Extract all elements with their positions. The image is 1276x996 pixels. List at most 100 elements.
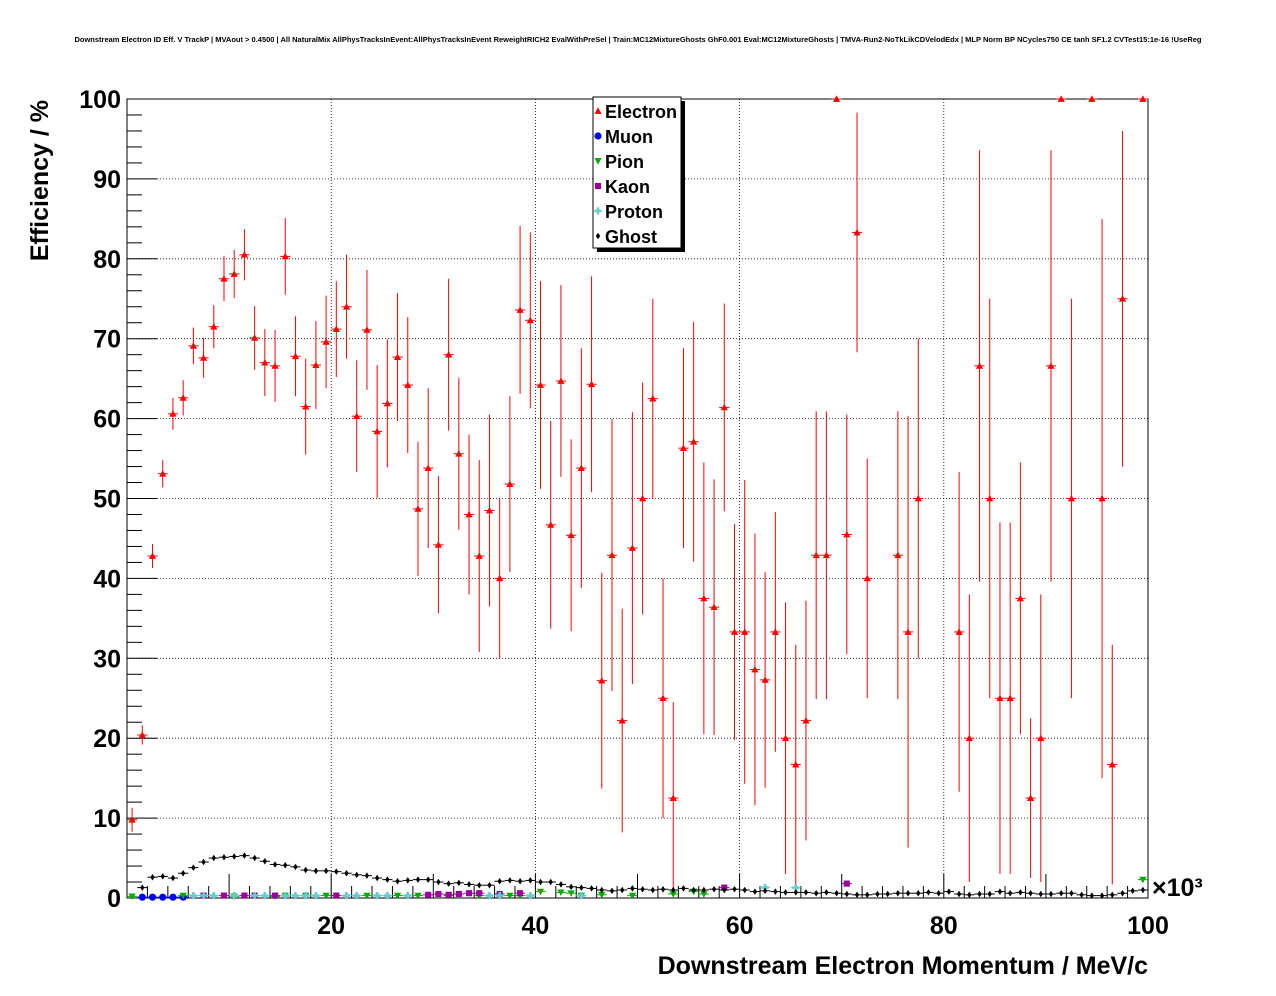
proton-marker [261, 892, 269, 900]
pion-point [320, 892, 332, 900]
ghost-marker [1120, 889, 1125, 897]
electron-point [984, 298, 995, 699]
ghost-marker [170, 874, 176, 882]
electron-point [392, 293, 403, 421]
kaon-marker [333, 892, 340, 899]
ghost-point [606, 887, 618, 895]
electron-marker [639, 494, 647, 502]
y-tick-label: 50 [93, 486, 121, 514]
electron-marker [904, 628, 912, 635]
ghost-point [698, 886, 709, 894]
ghost-point [463, 881, 475, 888]
ghost-point [708, 885, 720, 893]
electron-point [729, 524, 740, 740]
muon-marker [148, 893, 157, 901]
electron-marker [853, 228, 861, 236]
electron-marker [1047, 362, 1055, 369]
electron-point [1015, 462, 1026, 735]
ghost-point [178, 869, 189, 877]
proton-point [576, 892, 587, 900]
ghost-marker [211, 854, 216, 862]
electron-marker [281, 252, 289, 260]
electron-point [463, 434, 475, 595]
ghost-marker [783, 889, 788, 896]
electron-point [300, 358, 311, 455]
ghost-marker [671, 886, 676, 894]
ghost-point [851, 891, 863, 899]
pion-marker [393, 892, 402, 900]
electron-marker [496, 574, 504, 582]
ghost-point [933, 889, 944, 897]
y-tick-label: 30 [93, 645, 121, 673]
electron-point [259, 329, 270, 397]
pion-marker [567, 890, 575, 897]
x-tick-label: 80 [930, 912, 958, 940]
ghost-marker [742, 886, 747, 894]
ghost-marker [252, 854, 257, 862]
ghost-marker [456, 879, 461, 887]
proton-marker [210, 892, 218, 900]
ghost-point [1015, 889, 1026, 896]
x-tick-label: 60 [726, 912, 754, 940]
proton-marker [526, 892, 534, 900]
electron-marker [659, 694, 667, 702]
proton-marker [404, 892, 412, 900]
ghost-marker [732, 885, 737, 893]
electron-point [127, 807, 138, 832]
ghost-point [994, 888, 1006, 895]
proton-point [372, 892, 383, 900]
kaon-point [463, 890, 475, 897]
ghost-marker [180, 869, 186, 877]
ghost-marker [446, 880, 451, 887]
ghost-marker [844, 890, 849, 898]
proton-point [351, 892, 362, 900]
ghost-point [494, 877, 505, 885]
pion-marker [506, 892, 514, 900]
ghost-point [525, 877, 536, 884]
electron-marker [720, 403, 728, 411]
electron-marker [199, 354, 208, 361]
ghost-marker [875, 890, 880, 898]
kaon-marker [455, 890, 462, 898]
pion-marker [557, 889, 565, 897]
ghost-point [678, 885, 689, 892]
electron-point [964, 594, 975, 883]
electron-marker [230, 270, 238, 277]
kaon-marker [241, 892, 248, 899]
electron-marker [567, 531, 575, 539]
ghost-point [433, 878, 444, 886]
electron-point [351, 360, 362, 473]
ghost-marker [415, 876, 421, 883]
electron-marker [1118, 295, 1127, 302]
ghost-marker [548, 878, 553, 886]
ghost-point [137, 884, 148, 891]
electron-point [372, 365, 383, 498]
electron-marker [832, 95, 841, 102]
electron-point [657, 578, 669, 819]
kaon-point [331, 892, 342, 899]
ghost-point [341, 869, 352, 877]
ghost-point [1107, 891, 1118, 899]
y-tick-label: 70 [93, 326, 121, 354]
electron-point [596, 572, 607, 789]
proton-point [259, 892, 270, 900]
electron-marker [159, 470, 167, 477]
ghost-point [923, 889, 934, 896]
ghost-marker [640, 885, 645, 893]
proton-marker [373, 892, 381, 900]
x-axis-label: Downstream Electron Momentum / MeV/c [658, 952, 1148, 980]
proton-series [188, 884, 801, 900]
muon-series [137, 893, 189, 901]
ghost-marker [579, 884, 584, 891]
ghost-marker [620, 886, 625, 894]
pion-marker [598, 891, 606, 899]
electron-point [433, 476, 444, 614]
electron-point [902, 416, 914, 848]
electron-point [361, 269, 373, 390]
pion-point [566, 890, 577, 897]
legend-label-electron: Electron [605, 102, 677, 122]
electron-marker [679, 444, 688, 452]
ghost-marker [773, 888, 778, 895]
electron-marker [526, 316, 534, 324]
y-tick-label: 80 [93, 246, 121, 274]
